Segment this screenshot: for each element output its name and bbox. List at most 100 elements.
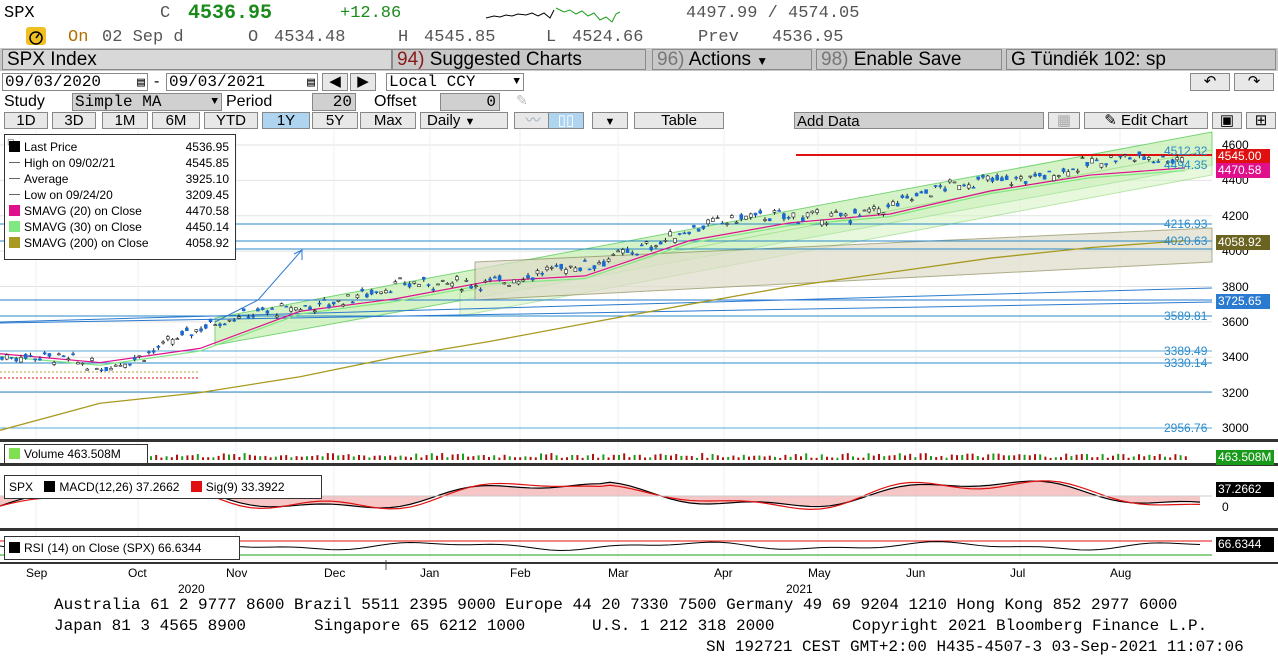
start-date-field[interactable]: 09/03/2020 ▤ <box>2 73 148 91</box>
close-label: C <box>160 4 171 23</box>
volume-bar <box>592 453 594 460</box>
redo-button[interactable]: ↷ <box>1234 73 1274 91</box>
candle-body <box>355 294 360 299</box>
legend-label: Last Price <box>24 140 78 154</box>
legend-row[interactable]: SMAVG (30) on Close 4450.14 <box>9 219 233 235</box>
currency-select[interactable]: Local CCY ▼ <box>386 73 524 91</box>
volume-bar <box>498 457 501 460</box>
date-dash: - <box>154 73 160 90</box>
undo-button[interactable]: ↶ <box>1190 73 1230 91</box>
volume-bar <box>987 454 990 460</box>
rsi-label: RSI (14) on Close (SPX) 66.6344 <box>24 541 202 555</box>
period-1y-button[interactable]: 1Y <box>262 112 310 129</box>
volume-bar <box>467 456 470 460</box>
macd-legend[interactable]: SPX MACD(12,26) 37.2662 Sig(9) 33.3922 <box>4 475 322 499</box>
grid-button[interactable]: ⊞ <box>1246 112 1276 129</box>
last-price: 4536.95 <box>188 2 273 25</box>
volume-bar <box>285 455 288 460</box>
suggested-label: Suggested Charts <box>429 49 582 70</box>
security-field[interactable]: SPX Index <box>2 49 392 70</box>
candle-body <box>1052 175 1056 182</box>
volume-bar <box>1018 454 1021 460</box>
candle-body <box>910 199 914 202</box>
legend-row[interactable]: Average 3925.10 <box>9 171 233 187</box>
volume-bar <box>628 457 631 460</box>
volume-bar <box>696 457 698 460</box>
period-max-button[interactable]: Max <box>360 112 416 129</box>
legend-row[interactable]: SMAVG (200) on Close 4058.92 <box>9 235 233 251</box>
legend-row[interactable]: Low on 09/24/20 3209.45 <box>9 187 233 203</box>
chart-settings-button[interactable]: ▣ <box>1212 112 1242 129</box>
volume-bar <box>243 453 246 460</box>
year-label: 2020 <box>178 582 205 596</box>
rsi-tag: 66.6344 <box>1216 537 1274 552</box>
candle-body <box>455 276 459 281</box>
gauge-icon[interactable] <box>26 27 46 45</box>
end-date-field[interactable]: 09/03/2021 ▤ <box>166 73 318 91</box>
candle-body <box>483 280 488 283</box>
period-1m-button[interactable]: 1M <box>102 112 148 129</box>
candle-body <box>1151 161 1156 164</box>
volume-bar <box>581 457 584 460</box>
sig-swatch <box>190 481 202 492</box>
chart-name-field[interactable]: G Tündiék 102: sp <box>1006 49 1276 70</box>
candle-body <box>203 324 208 329</box>
candle-body <box>222 323 227 326</box>
period-3d-button[interactable]: 3D <box>52 112 96 129</box>
volume-bar <box>326 453 329 460</box>
on-label: On <box>68 28 89 47</box>
candle-body <box>1161 155 1165 158</box>
volume-bar <box>274 456 277 460</box>
price-chart[interactable] <box>0 130 1278 570</box>
frequency-select[interactable]: Daily ▼ <box>420 112 508 129</box>
table-button[interactable]: Table <box>634 112 724 129</box>
calendar-icon[interactable]: ▤ <box>137 75 145 90</box>
line-chart-button[interactable]: 〰 <box>514 112 552 129</box>
end-date: 09/03/2021 <box>169 73 266 91</box>
candle-body <box>1085 162 1090 166</box>
add-data-field[interactable]: Add Data <box>794 112 1044 129</box>
enable-save-button[interactable]: 98) Enable Save <box>816 49 1002 70</box>
next-period-button[interactable]: ▶ <box>350 73 376 91</box>
calendar-icon[interactable]: ▤ <box>307 75 315 90</box>
edit-chart-button[interactable]: ✎ Edit Chart <box>1084 112 1208 129</box>
candle-body <box>720 222 725 225</box>
legend-row[interactable]: Last Price 4536.95 <box>9 139 233 155</box>
toolbar-button[interactable]: ▦ <box>1048 112 1080 129</box>
period-6m-button[interactable]: 6M <box>152 112 200 129</box>
period-5y-button[interactable]: 5Y <box>312 112 358 129</box>
suggested-charts-button[interactable]: 94) Suggested Charts <box>392 49 646 70</box>
volume-bar <box>170 457 173 460</box>
study-select[interactable]: Simple MA ▼ <box>72 93 222 111</box>
legend-label: Low on 09/24/20 <box>24 188 113 202</box>
footer-singapore: Singapore 65 6212 1000 <box>314 617 526 635</box>
candle-body <box>824 223 829 225</box>
volume-bar <box>425 455 428 460</box>
chart-type-dropdown[interactable]: ▼ <box>592 112 628 129</box>
volume-legend[interactable]: Volume 463.508M <box>4 444 148 464</box>
actions-menu[interactable]: 96) Actions ▼ <box>652 49 812 70</box>
candle-body <box>104 366 109 372</box>
period-1d-button[interactable]: 1D <box>4 112 48 129</box>
volume-bar <box>456 454 459 460</box>
candle-body <box>478 289 483 291</box>
volume-bar <box>732 455 735 460</box>
legend-row[interactable]: High on 09/02/21 4545.85 <box>9 155 233 171</box>
rsi-legend[interactable]: RSI (14) on Close (SPX) 66.6344 <box>4 536 240 560</box>
candle-chart-button[interactable]: ▯▯ <box>548 112 584 129</box>
prev-period-button[interactable]: ◀ <box>322 73 348 91</box>
candle-body <box>649 246 654 251</box>
macd-histogram <box>0 481 1200 508</box>
volume-bar <box>555 455 558 460</box>
candle-body <box>459 289 464 292</box>
period-ytd-button[interactable]: YTD <box>204 112 258 129</box>
candle-body <box>995 175 999 181</box>
period-input[interactable]: 20 <box>312 93 356 111</box>
offset-input[interactable]: 0 <box>440 93 500 111</box>
pencil-icon[interactable]: ✎ <box>516 92 528 108</box>
volume-bar <box>212 457 215 460</box>
legend-row[interactable]: SMAVG (20) on Close 4470.58 <box>9 203 233 219</box>
price-tick-label: 4600 <box>1222 138 1249 152</box>
candle-body <box>1142 156 1146 160</box>
